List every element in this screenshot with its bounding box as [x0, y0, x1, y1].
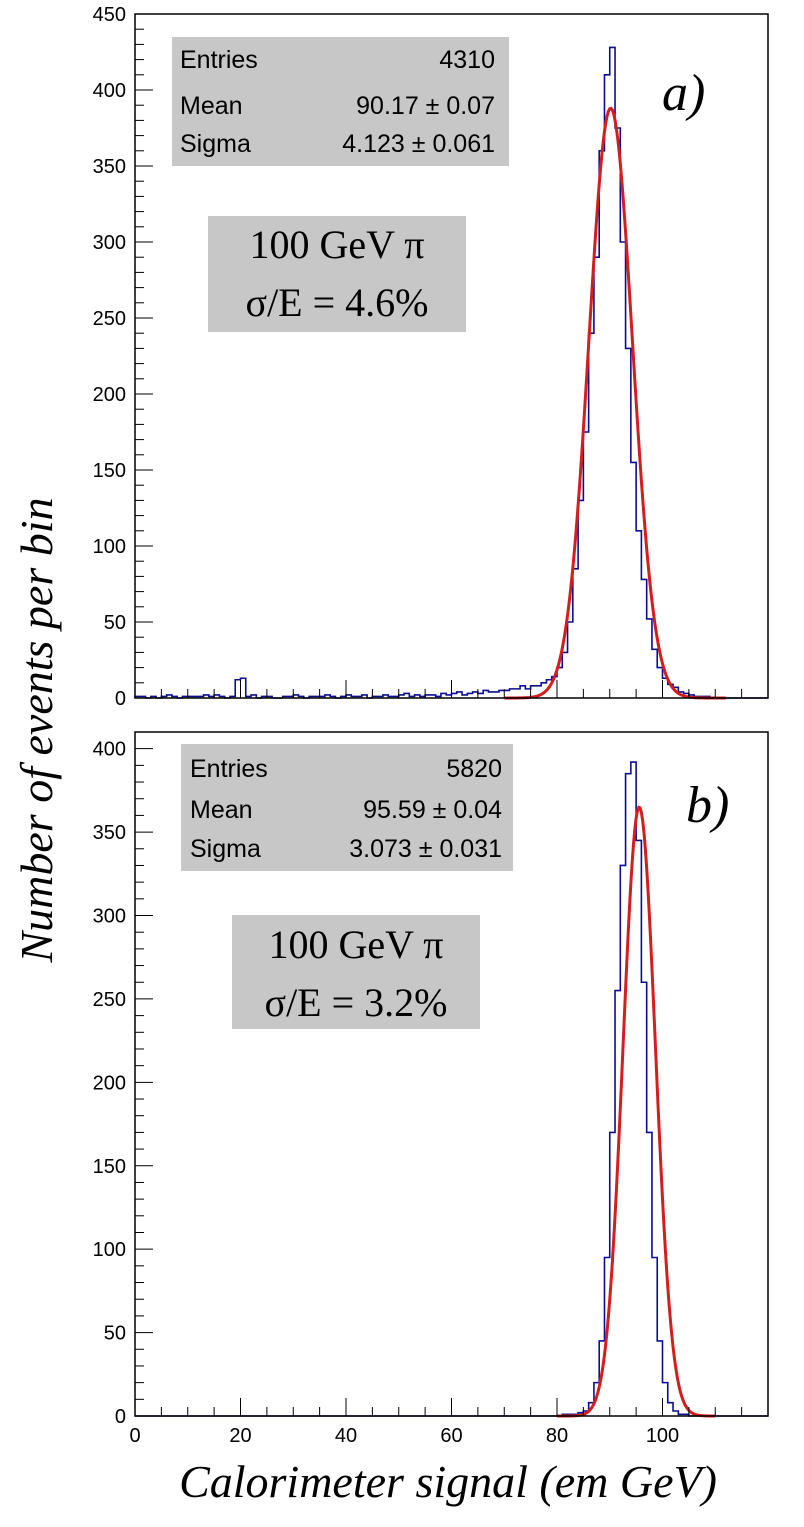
panel-a-mean-value: 90.17 ± 0.07 — [356, 92, 495, 120]
y-tick-label: 300 — [93, 906, 126, 928]
x-tick-label: 20 — [229, 1425, 251, 1447]
panel-a-entries-value: 4310 — [439, 46, 495, 74]
y-tick-label: 300 — [93, 232, 126, 254]
y-tick-label: 50 — [104, 612, 126, 634]
panel-b: Entries 5820 Mean 95.59 ± 0.04 Sigma 3.0… — [181, 744, 729, 1029]
panel-b-sigma-label: Sigma — [190, 835, 261, 863]
y-tick-label: 150 — [93, 460, 126, 482]
panel-a-plot: 0 50 100 150 200 250 300 350 400 450 — [93, 4, 769, 710]
panel-a-energy-box — [208, 216, 466, 332]
panel-a: Entries 4310 Mean 90.17 ± 0.07 Sigma 4.1… — [172, 37, 705, 332]
x-axis-title: Calorimeter signal (em GeV) — [179, 1456, 717, 1507]
panel-b-letter: b) — [686, 777, 729, 834]
panel-b-mean-value: 95.59 ± 0.04 — [363, 796, 502, 824]
panel-b-plot: 0 50 100 150 200 250 300 350 400 0 20 40 60 80 100 — [93, 731, 769, 1447]
x-tick-label: 0 — [129, 1425, 140, 1447]
panel-b-energy: 100 GeV π — [269, 922, 444, 967]
panel-a-resolution: σ/E = 4.6% — [246, 280, 429, 325]
y-tick-label: 100 — [93, 536, 126, 558]
y-tick-label: 100 — [93, 1239, 126, 1261]
x-tick-label: 60 — [440, 1425, 462, 1447]
y-tick-label: 350 — [93, 156, 126, 178]
y-tick-label: 400 — [93, 80, 126, 102]
histogram-series — [134, 46, 768, 699]
y-tick-label: 450 — [93, 4, 126, 26]
y-tick-label: 200 — [93, 1072, 126, 1094]
gaussian-fit-curve — [504, 106, 726, 700]
y-tick-label: 400 — [93, 739, 126, 761]
panel-b-mean-label: Mean — [190, 796, 253, 824]
panel-b-sigma-value: 3.073 ± 0.031 — [349, 835, 502, 863]
x-tick-label: 40 — [335, 1425, 357, 1447]
x-tick-label: 80 — [546, 1425, 568, 1447]
y-tick-label: 200 — [93, 384, 126, 406]
y-tick-label: 350 — [93, 822, 126, 844]
panel-a-entries-label: Entries — [180, 46, 258, 74]
panel-b-stats-box — [181, 744, 513, 871]
panel-a-stats-box — [172, 37, 509, 166]
panel-a-mean-label: Mean — [180, 92, 243, 120]
panel-b-energy-box — [232, 915, 480, 1029]
y-tick-label: 150 — [93, 1156, 126, 1178]
y-tick-label: 0 — [115, 688, 126, 710]
y-tick-label: 0 — [115, 1406, 126, 1428]
y-tick-label: 250 — [93, 308, 126, 330]
panel-b-resolution: σ/E = 3.2% — [265, 980, 448, 1025]
gaussian-fit-curve — [557, 805, 716, 1418]
y-tick-label: 250 — [93, 989, 126, 1011]
panel-b-entries-value: 5820 — [446, 755, 502, 783]
y-axis-title: Number of events per bin — [11, 497, 62, 963]
x-tick-label: 100 — [646, 1425, 679, 1447]
panel-a-letter: a) — [662, 65, 705, 122]
panel-a-sigma-value: 4.123 ± 0.061 — [342, 130, 495, 158]
y-tick-label: 50 — [104, 1323, 126, 1345]
panel-a-energy: 100 GeV π — [250, 222, 425, 267]
panel-a-sigma-label: Sigma — [180, 130, 251, 158]
panel-b-entries-label: Entries — [190, 755, 268, 783]
